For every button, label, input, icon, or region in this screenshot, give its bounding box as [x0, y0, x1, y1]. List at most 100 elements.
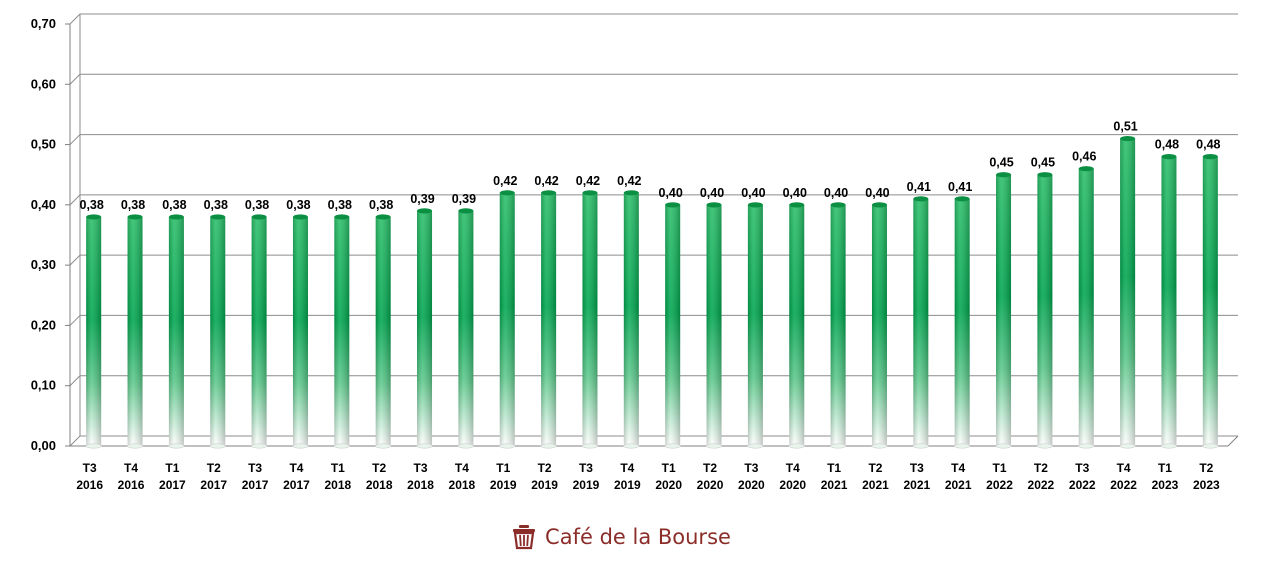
x-tick-label-year: 2021: [945, 478, 972, 492]
bar-base: [1161, 443, 1177, 449]
bar-top: [871, 202, 887, 208]
data-label: 0,39: [452, 192, 476, 206]
bar-top: [417, 208, 433, 214]
bar-base: [1037, 443, 1053, 449]
x-tick-label-quarter: T3: [910, 461, 924, 475]
x-tick-label-quarter: T2: [538, 461, 552, 475]
bar-group: [830, 202, 846, 449]
bar-shading: [458, 210, 474, 446]
bar-base: [499, 443, 516, 449]
bar-group: [995, 172, 1012, 449]
x-tick-label-year: 2016: [118, 478, 145, 492]
bar-group: [1037, 172, 1053, 449]
bar-group: [954, 196, 970, 449]
x-tick-label-year: 2018: [366, 478, 393, 492]
data-label: 0,38: [369, 198, 393, 212]
x-tick-label-quarter: T2: [868, 461, 882, 475]
data-label: 0,40: [783, 186, 807, 200]
y-tick-label: 0,00: [31, 438, 56, 453]
bar-top: [830, 202, 846, 208]
y-tick-label: 0,20: [31, 317, 56, 332]
data-label: 0,42: [493, 174, 517, 188]
y-tick-label: 0,40: [31, 197, 56, 212]
data-label: 0,41: [948, 180, 972, 194]
bar-shading: [665, 204, 681, 446]
data-label: 0,38: [286, 198, 310, 212]
bar-group: [1119, 135, 1136, 449]
data-label: 0,45: [989, 156, 1013, 170]
y-tick-label: 0,70: [31, 16, 56, 31]
bar-top: [747, 202, 763, 208]
bar-group: [334, 214, 350, 449]
bar-top: [251, 214, 267, 220]
bar-top: [499, 190, 515, 196]
y-tick-label: 0,60: [31, 76, 56, 91]
bar-shading: [210, 216, 226, 446]
x-tick-label-quarter: T1: [827, 461, 841, 475]
bar-base: [623, 443, 640, 449]
gridlines: [69, 13, 1238, 447]
bar-group: [85, 214, 102, 449]
bar-shading: [582, 192, 598, 446]
bar-top: [210, 214, 226, 220]
bar-base: [747, 443, 764, 449]
data-label: 0,38: [162, 198, 186, 212]
x-tick-label-year: 2022: [986, 478, 1013, 492]
bar-shading: [127, 216, 143, 446]
data-label: 0,38: [121, 198, 145, 212]
gridline-depth: [69, 134, 81, 145]
bar-shading: [913, 198, 929, 446]
gridline-depth: [69, 375, 81, 387]
bar-base: [209, 443, 226, 449]
x-tick-label-quarter: T1: [496, 461, 510, 475]
bar-shading: [1120, 138, 1136, 447]
bar-shading: [996, 174, 1012, 446]
bar-base: [1078, 443, 1095, 449]
bar-group: [913, 196, 929, 449]
data-label: 0,38: [204, 198, 228, 212]
bar-top: [996, 172, 1012, 178]
x-tick-label-year: 2018: [449, 478, 476, 492]
bar-group: [168, 214, 185, 449]
data-label: 0,40: [741, 186, 765, 200]
bar-shading: [417, 210, 433, 446]
bar-shading: [623, 192, 639, 446]
bar-group: [747, 202, 764, 449]
x-tick-label-quarter: T3: [579, 461, 593, 475]
bar-base: [995, 443, 1012, 449]
x-tick-label-year: 2021: [903, 478, 930, 492]
bar-shading: [375, 216, 391, 446]
bar-top: [334, 214, 350, 220]
x-tick-label-year: 2022: [1069, 478, 1096, 492]
x-tick-label-quarter: T4: [289, 461, 303, 475]
gridline-depth: [69, 194, 81, 206]
bar-shading: [251, 216, 267, 446]
x-tick-label-year: 2020: [655, 478, 682, 492]
x-tick-label-quarter: T2: [1199, 461, 1213, 475]
x-tick-label-year: 2022: [1028, 478, 1055, 492]
bar-base: [458, 443, 474, 449]
bar-base: [85, 443, 102, 449]
gridline-depth: [69, 315, 81, 326]
x-tick-label-quarter: T4: [786, 461, 800, 475]
bar-base: [540, 443, 557, 449]
bar-top: [1120, 135, 1136, 142]
gridline-depth: [69, 73, 81, 85]
bar-base: [1202, 443, 1219, 449]
x-tick-label-year: 2022: [1110, 478, 1137, 492]
bar-base: [334, 443, 350, 449]
bar-group: [499, 190, 516, 449]
x-tick-label-quarter: T4: [455, 461, 469, 475]
bar-top: [1078, 166, 1094, 172]
data-label: 0,46: [1072, 150, 1096, 164]
x-tick-label-year: 2019: [490, 478, 517, 492]
bar-shading: [1202, 156, 1218, 446]
data-label: 0,40: [824, 186, 848, 200]
x-tick-label-quarter: T1: [331, 461, 345, 475]
bar-group: [871, 202, 888, 449]
data-label: 0,40: [659, 186, 683, 200]
brand-logo-text: Café de la Bourse: [545, 525, 731, 549]
x-tick-label-quarter: T3: [744, 461, 758, 475]
x-tick-label-year: 2020: [697, 478, 724, 492]
x-tick-label-year: 2020: [779, 478, 806, 492]
